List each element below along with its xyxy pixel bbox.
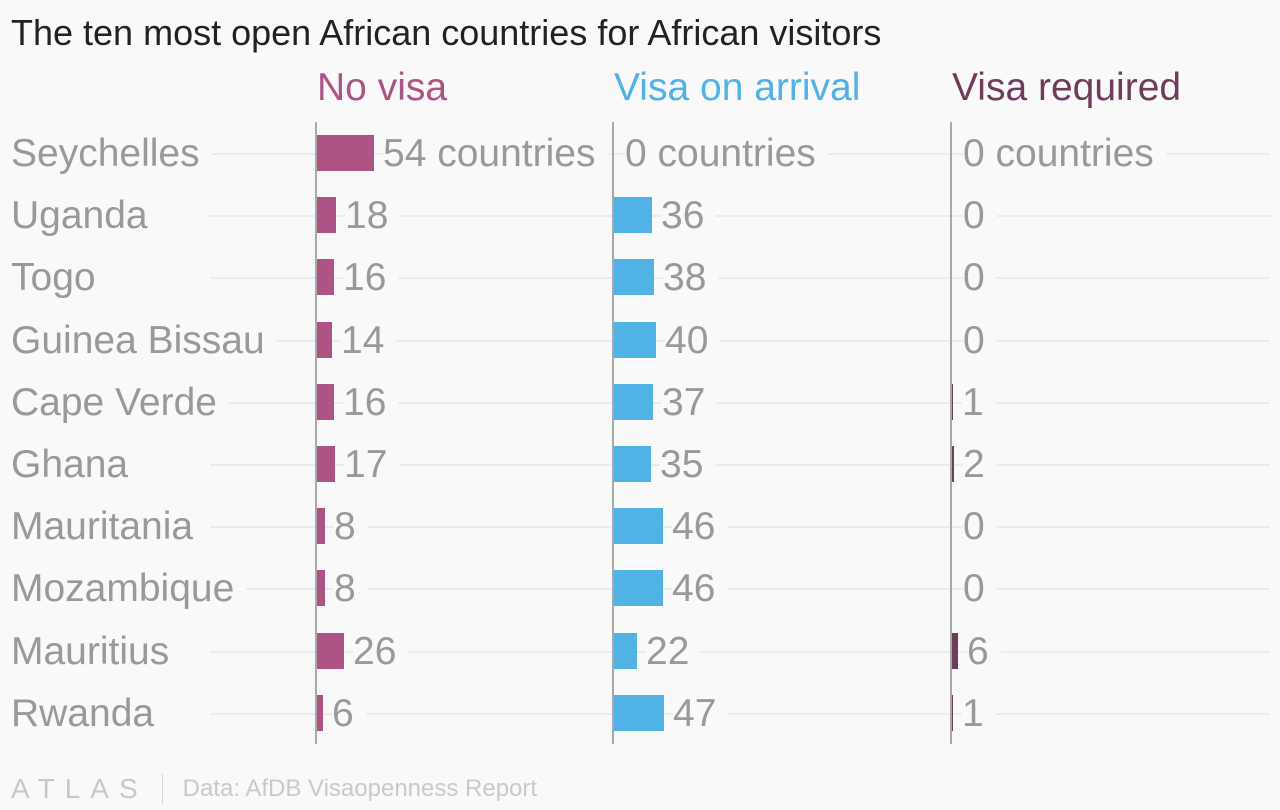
category-label: Ghana (11, 445, 141, 484)
bar-no-visa (317, 383, 334, 420)
bar-visa-required (952, 383, 953, 420)
category-label: Seychelles (11, 134, 212, 173)
bar-no-visa (317, 508, 325, 545)
value-label: 40 (665, 320, 721, 360)
series-header-visa-on-arrival: Visa on arrival (614, 66, 861, 109)
atlas-logo: ATLAS (11, 773, 148, 804)
value-label: 16 (343, 382, 399, 422)
value-label: 1 (962, 382, 996, 422)
value-label: 46 (672, 507, 728, 547)
bar-visa-required (952, 694, 953, 731)
category-label: Uganda (11, 196, 160, 236)
value-label: 8 (334, 507, 368, 547)
value-label: 1 (962, 693, 996, 733)
category-label: Mauritania (11, 507, 206, 547)
footer-divider (161, 774, 163, 804)
value-label: 6 (967, 631, 1001, 671)
category-label: Cape Verde (11, 382, 229, 422)
bar-visa-on-arrival (614, 632, 637, 669)
value-label: 2 (963, 445, 997, 484)
axis-visa-required (950, 122, 952, 744)
bar-no-visa (317, 321, 332, 358)
value-label: 46 (672, 569, 728, 609)
bar-visa-on-arrival (614, 446, 651, 482)
gridline (210, 401, 1270, 404)
value-label: 0 (963, 258, 997, 298)
gridline (210, 650, 1270, 653)
value-label: 0 countries (963, 134, 1166, 173)
value-label: 6 (332, 693, 366, 733)
category-label: Mauritius (11, 631, 182, 671)
bar-visa-required (952, 632, 958, 669)
gridline (210, 712, 1270, 715)
bar-visa-on-arrival (614, 383, 653, 420)
value-label: 16 (343, 258, 399, 298)
gridline (210, 339, 1270, 342)
value-label: 0 (963, 320, 997, 360)
category-label: Rwanda (11, 693, 167, 733)
value-label: 38 (663, 258, 719, 298)
axis-no-visa (315, 122, 317, 744)
axis-visa-on-arrival (612, 122, 614, 744)
bar-visa-on-arrival (614, 321, 656, 358)
bar-visa-on-arrival (614, 197, 652, 234)
category-label: Mozambique (11, 569, 247, 609)
bar-visa-on-arrival (614, 694, 664, 731)
value-label: 14 (341, 320, 397, 360)
value-label: 35 (660, 445, 716, 484)
category-label: Togo (11, 258, 108, 298)
bar-no-visa (317, 570, 325, 607)
value-label: 0 (963, 196, 997, 236)
value-label: 36 (661, 196, 717, 236)
chart-title: The ten most open African countries for … (11, 12, 882, 53)
value-label: 0 countries (625, 134, 828, 173)
gridline (210, 277, 1270, 280)
value-label: 54 countries (383, 134, 608, 173)
bar-visa-on-arrival (614, 508, 663, 545)
source-note: Data: AfDB Visaopenness Report (182, 775, 538, 802)
bar-visa-required (952, 446, 954, 482)
value-label: 0 (963, 507, 997, 547)
footer: ATLAS Data: AfDB Visaopenness Report (11, 773, 538, 804)
value-label: 18 (345, 196, 401, 236)
value-label: 17 (344, 445, 400, 484)
value-label: 26 (353, 631, 409, 671)
bar-visa-on-arrival (614, 570, 663, 607)
series-header-no-visa: No visa (317, 66, 448, 109)
gridline (210, 526, 1270, 529)
value-label: 47 (673, 693, 729, 733)
gridline (210, 588, 1270, 591)
bar-no-visa (317, 446, 335, 482)
bar-visa-on-arrival (614, 259, 654, 296)
gridline (210, 464, 1270, 466)
value-label: 8 (334, 569, 368, 609)
bar-no-visa (317, 259, 334, 296)
bar-no-visa (317, 197, 336, 234)
value-label: 22 (646, 631, 702, 671)
bar-no-visa (317, 135, 374, 171)
category-label: Guinea Bissau (11, 320, 277, 360)
value-label: 0 (963, 569, 997, 609)
bar-no-visa (317, 694, 323, 731)
value-label: 37 (662, 382, 718, 422)
gridline (210, 215, 1270, 218)
series-header-visa-required: Visa required (952, 66, 1182, 109)
bar-no-visa (317, 632, 344, 669)
